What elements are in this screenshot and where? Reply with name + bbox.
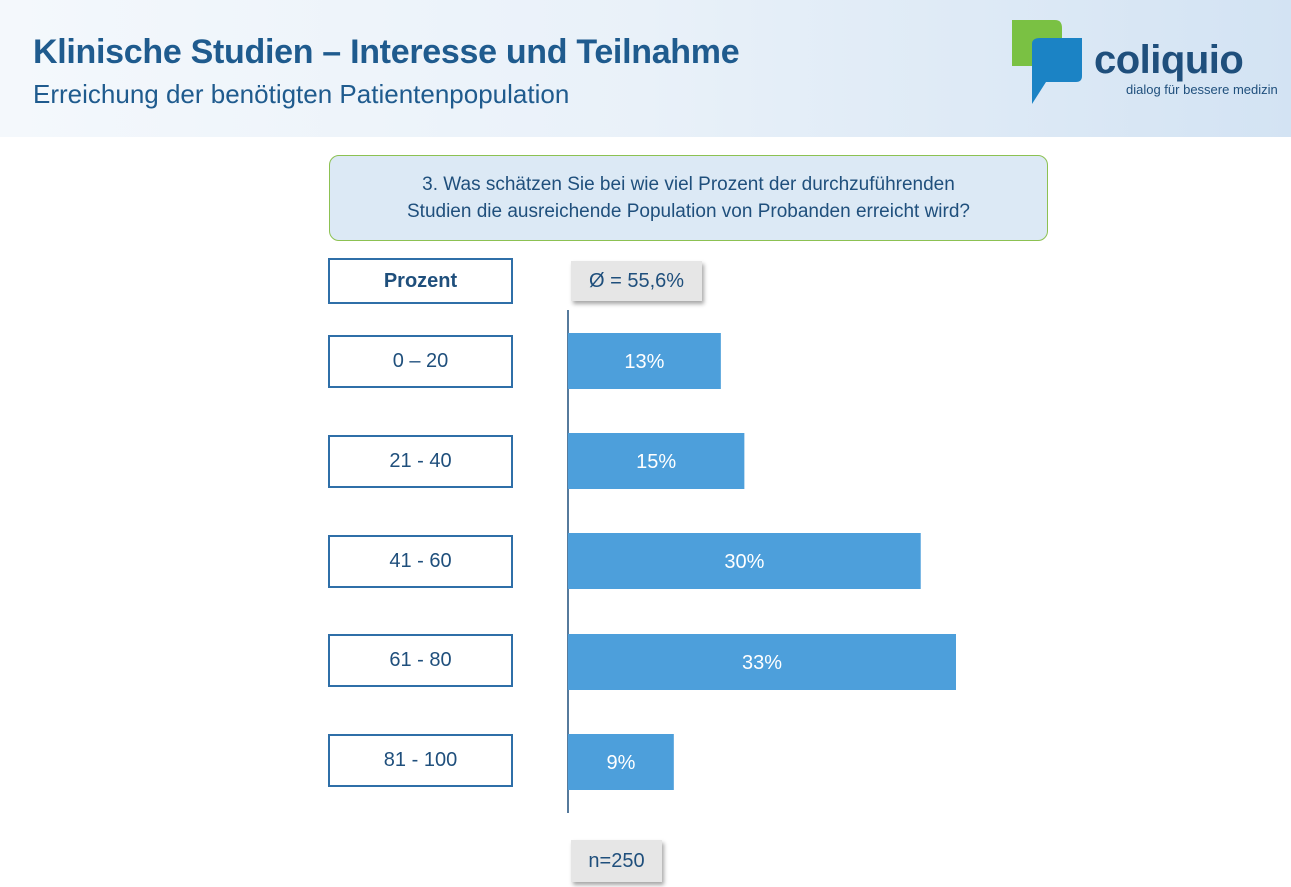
bar	[568, 734, 674, 790]
category-header: Prozent	[328, 258, 513, 304]
category-label: 81 - 100	[328, 734, 513, 787]
coliquio-logo: coliquio dialog für bessere medizin	[1010, 18, 1290, 108]
bar	[568, 333, 721, 389]
bar-data-label: 9%	[606, 752, 635, 774]
bar	[568, 634, 956, 690]
page-subtitle: Erreichung der benötigten Patientenpopul…	[33, 79, 570, 109]
average-badge: Ø = 55,6%	[571, 261, 702, 301]
header-band: Klinische Studien – Interesse und Teilna…	[0, 0, 1291, 137]
speech-bubble-logo-icon	[1012, 20, 1082, 104]
question-box: 3. Was schätzen Sie bei wie viel Prozent…	[329, 155, 1048, 241]
logo-tagline: dialog für bessere medizin	[1126, 82, 1278, 97]
bar	[568, 533, 921, 589]
category-label: 41 - 60	[328, 535, 513, 588]
page-title: Klinische Studien – Interesse und Teilna…	[33, 33, 740, 71]
question-line-1: 3. Was schätzen Sie bei wie viel Prozent…	[422, 174, 955, 195]
category-label: 0 – 20	[328, 335, 513, 388]
bar-data-label: 15%	[636, 451, 676, 473]
logo-wordmark: coliquio	[1094, 38, 1244, 82]
bar-data-label: 13%	[624, 351, 664, 373]
bar-data-label: 33%	[742, 652, 782, 674]
category-label: 21 - 40	[328, 435, 513, 488]
question-line-2: Studien die ausreichende Population von …	[407, 201, 970, 222]
category-label: 61 - 80	[328, 634, 513, 687]
sample-size-badge: n=250	[571, 840, 662, 882]
bar	[568, 433, 745, 489]
bar-data-label: 30%	[724, 551, 764, 573]
